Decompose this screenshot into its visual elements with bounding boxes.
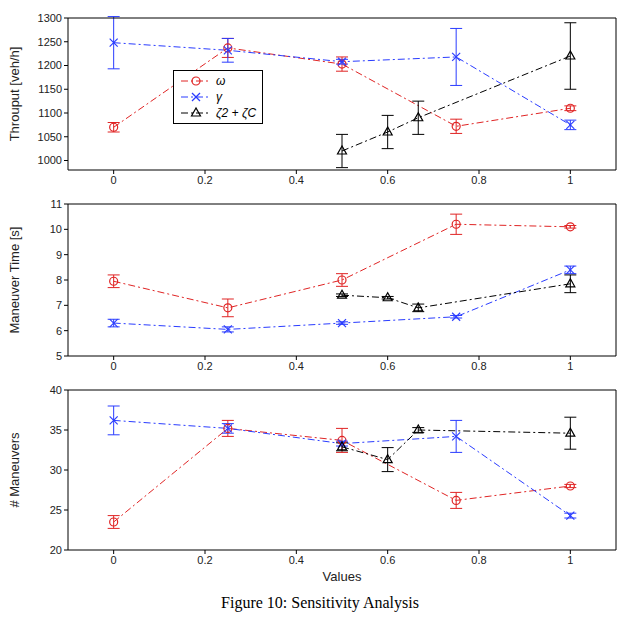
svg-text:1150: 1150 (38, 83, 62, 95)
html-text:ω: ω (216, 74, 226, 88)
svg-text:0.2: 0.2 (197, 174, 212, 186)
svg-text:1100: 1100 (38, 107, 62, 119)
svg-text:11: 11 (51, 198, 62, 210)
svg-text:1050: 1050 (38, 131, 62, 143)
svg-text:7: 7 (56, 299, 62, 311)
html-text:Figure 10: Sensitivity Analysi: Figure 10: Sensitivity Analysis (221, 594, 419, 611)
svg-text:30: 30 (50, 464, 62, 476)
svg-text:1200: 1200 (38, 59, 62, 71)
svg-text:Maneuver Time [s]: Maneuver Time [s] (8, 227, 22, 334)
svg-text:Values: Values (323, 569, 362, 584)
svg-text:1: 1 (567, 360, 573, 372)
svg-text:1000: 1000 (38, 154, 62, 166)
svg-text:1: 1 (567, 174, 573, 186)
svg-text:0.8: 0.8 (471, 360, 486, 372)
svg-text:0.4: 0.4 (289, 360, 304, 372)
html-text:ζ2 + ζC: ζ2 + ζC (216, 106, 257, 120)
svg-text:8: 8 (56, 274, 62, 286)
svg-text:0.6: 0.6 (380, 174, 395, 186)
svg-text:35: 35 (50, 424, 62, 436)
svg-text:25: 25 (50, 504, 62, 516)
svg-text:20: 20 (50, 544, 62, 556)
svg-text:0.4: 0.4 (289, 554, 304, 566)
svg-text:0.2: 0.2 (197, 360, 212, 372)
svg-text:0.8: 0.8 (471, 174, 486, 186)
svg-text:0.6: 0.6 (380, 360, 395, 372)
svg-text:0.2: 0.2 (197, 554, 212, 566)
svg-text:6: 6 (56, 325, 62, 337)
svg-text:1300: 1300 (38, 12, 62, 24)
html-text:γ: γ (216, 90, 222, 104)
svg-text:0.6: 0.6 (380, 554, 395, 566)
svg-text:40: 40 (50, 384, 62, 396)
svg-text:1250: 1250 (38, 36, 62, 48)
svg-text:0: 0 (111, 174, 117, 186)
svg-text:# Maneuvers: # Maneuvers (8, 432, 22, 508)
svg-text:5: 5 (56, 350, 62, 362)
svg-text:0: 0 (111, 360, 117, 372)
svg-text:0.4: 0.4 (289, 174, 304, 186)
svg-text:10: 10 (50, 223, 62, 235)
svg-text:1: 1 (567, 554, 573, 566)
svg-text:0.8: 0.8 (471, 554, 486, 566)
svg-text:Throuput [veh/h]: Throuput [veh/h] (8, 47, 22, 142)
svg-text:9: 9 (56, 249, 62, 261)
svg-text:0: 0 (111, 554, 117, 566)
